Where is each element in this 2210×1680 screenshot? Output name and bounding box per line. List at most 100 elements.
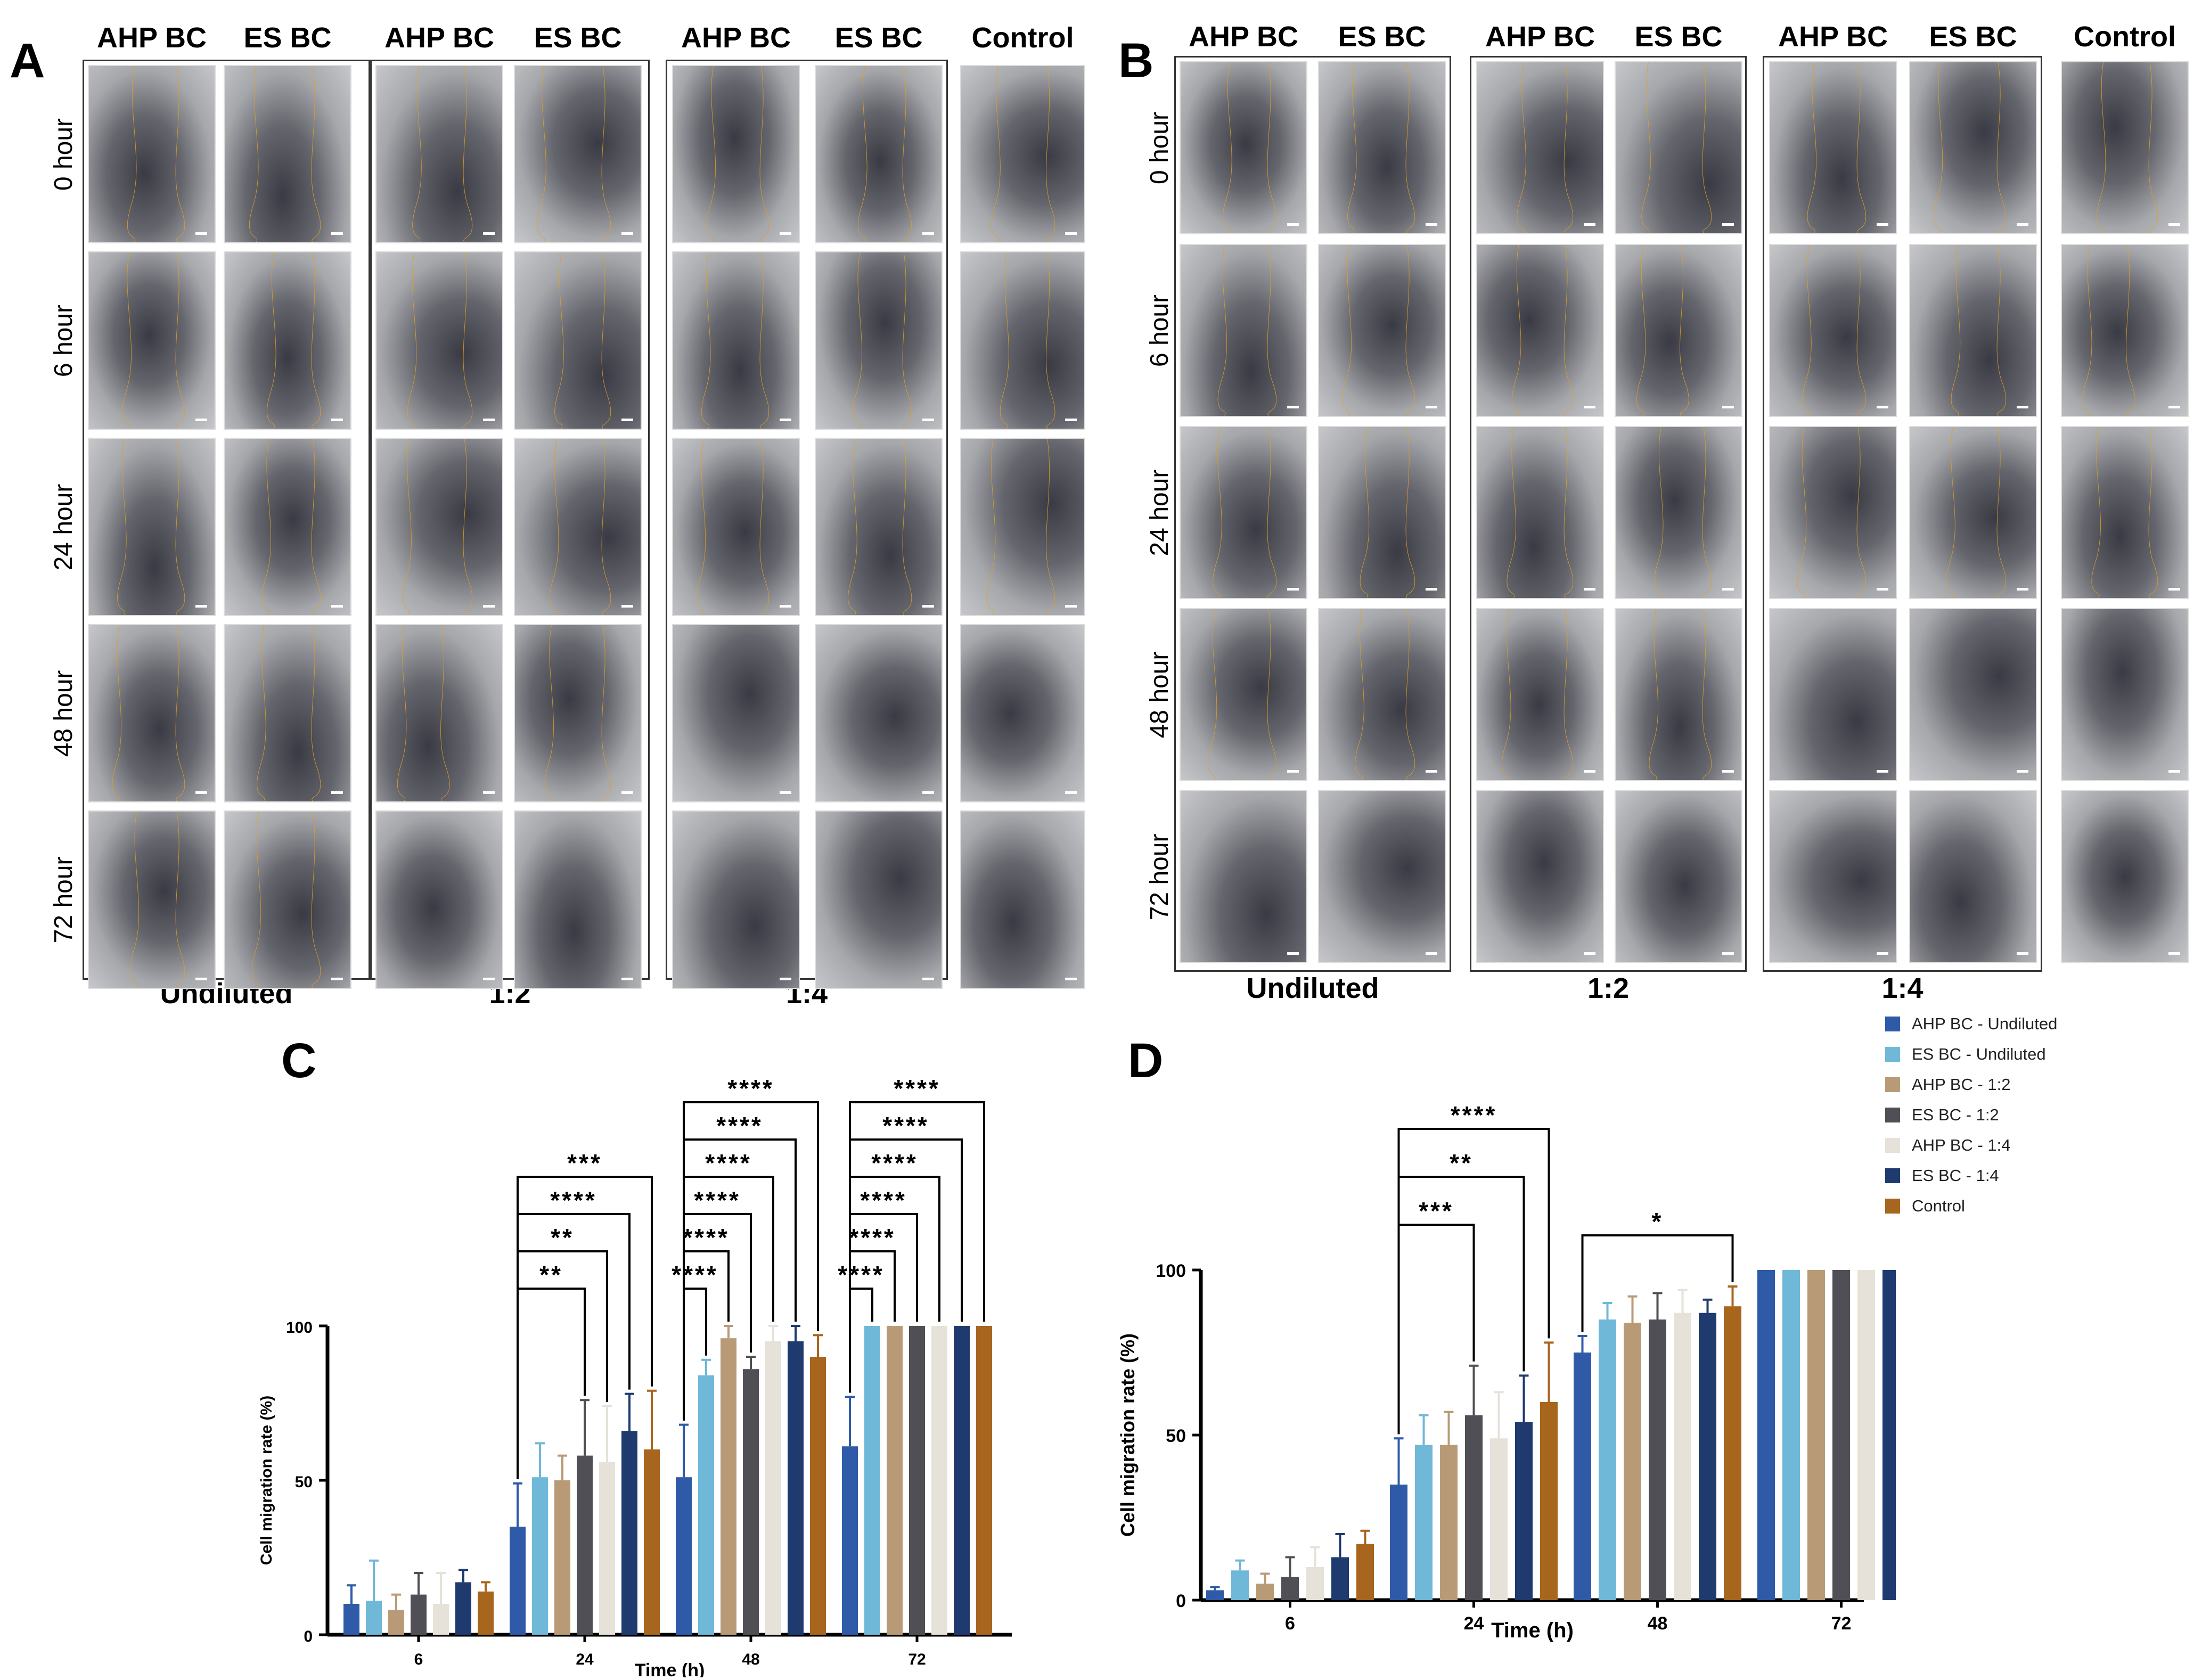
scale-bar [1065, 605, 1077, 608]
panel-letter-b: B [1118, 34, 1154, 88]
wound-edge-line [1654, 427, 1663, 598]
x-tick-label: 24 [1464, 1613, 1484, 1634]
bar [599, 1462, 615, 1635]
bar [478, 1591, 494, 1635]
micrograph [514, 438, 642, 616]
x-tick-label: 6 [414, 1651, 423, 1668]
panel-letter-c: C [281, 1034, 317, 1088]
significance-label: **** [1451, 1101, 1497, 1129]
bar [1574, 1353, 1591, 1600]
legend-entry: AHP BC - 1:4 [1885, 1136, 2011, 1162]
significance-label: **** [716, 1112, 763, 1140]
timepoint-label: 72 hour [50, 856, 78, 943]
wound-edge-line [1213, 427, 1222, 598]
micrograph [375, 65, 503, 243]
bar [1624, 1323, 1641, 1600]
wound-edge-line [130, 812, 139, 988]
wound-edge-line [463, 439, 472, 615]
wound-edge-line [1406, 245, 1415, 416]
scale-bar [2017, 952, 2028, 955]
dilution-group-box [1174, 56, 1451, 972]
micrograph [1615, 608, 1742, 781]
wound-edge-line [1564, 609, 1573, 780]
significance-label: **** [683, 1224, 730, 1251]
bar [743, 1369, 759, 1635]
micrograph [672, 251, 800, 430]
bar [1281, 1577, 1299, 1600]
wound-edge-line [312, 252, 321, 429]
micrograph [672, 65, 800, 243]
wound-edge-line [1564, 427, 1573, 598]
wound-edge-line [176, 66, 185, 242]
significance-bracket [1397, 1128, 1550, 1435]
y-tick-label: 100 [286, 1319, 313, 1337]
bar [1490, 1438, 1508, 1600]
micrograph [1769, 790, 1897, 963]
dilution-group-box [666, 60, 948, 980]
wound-edge-line [1857, 427, 1866, 598]
bar [1231, 1570, 1249, 1600]
micrograph [1318, 244, 1446, 417]
wound-edge-line [257, 625, 266, 801]
wound-edge-line [2126, 245, 2135, 416]
wound-edge-line [760, 252, 769, 429]
wound-edge-line [858, 66, 867, 242]
scale-bar [1722, 406, 1734, 408]
bar [1807, 1270, 1825, 1600]
wound-edge-line [1507, 427, 1516, 598]
legend-entry: AHP BC - 1:2 [1885, 1075, 2011, 1102]
micrograph [1180, 608, 1307, 781]
scale-bar [331, 419, 343, 421]
wound-edge-line [463, 252, 472, 429]
scale-bar [1287, 770, 1299, 773]
scale-bar [780, 232, 791, 235]
wound-edge-line [987, 439, 995, 615]
wound-edge-line [1642, 62, 1651, 233]
legend-label: Control [1912, 1197, 1965, 1215]
micrograph [1909, 61, 2037, 234]
bar [621, 1431, 637, 1635]
micrograph [2061, 608, 2189, 781]
wound-edge-line [1406, 62, 1415, 233]
wound-edge-line [2149, 427, 2158, 598]
micrograph [1318, 608, 1446, 781]
x-tick-label: 72 [1831, 1613, 1852, 1634]
bar [1415, 1445, 1433, 1600]
micrograph [815, 438, 943, 616]
wound-edge-line [1997, 427, 2006, 598]
scale-bar [195, 419, 207, 421]
bar [1465, 1415, 1483, 1600]
y-tick-label: 50 [1166, 1426, 1186, 1446]
column-header-ahp: AHP BC [1778, 21, 1888, 53]
bar [887, 1326, 903, 1635]
legend-swatch [1885, 1138, 1900, 1153]
wound-edge-line [1360, 427, 1369, 598]
scale-bar [1426, 223, 1437, 226]
wound-edge-line [1502, 609, 1511, 780]
scale-bar [1287, 952, 1299, 955]
significance-label: **** [894, 1075, 940, 1102]
wound-edge-line [1267, 245, 1276, 416]
micrograph [1615, 61, 1742, 234]
bar [1206, 1590, 1224, 1600]
scale-bar [483, 419, 495, 421]
micrograph [375, 810, 503, 989]
wound-edge-line [1934, 62, 1943, 233]
panel-letter-a: A [10, 34, 45, 88]
scale-bar [483, 978, 495, 980]
micrograph [1476, 790, 1604, 963]
chart-d: 0 50 100 Cell migration rate (%) Time (h) 6 24… [1117, 1101, 1896, 1642]
significance-label: *** [567, 1149, 602, 1177]
scale-bar [331, 791, 343, 794]
micrograph [960, 65, 1085, 243]
wound-edge-line [176, 252, 185, 429]
dilution-group-box [1763, 56, 2042, 972]
micrograph [1318, 426, 1446, 599]
micrograph [1180, 61, 1307, 234]
wound-edge-line [1857, 62, 1866, 233]
wound-edge-line [1343, 245, 1352, 416]
wound-edge-line [127, 66, 136, 242]
scale-bar [2168, 952, 2180, 955]
bar [1857, 1270, 1875, 1600]
wound-edge-line [2092, 427, 2101, 598]
